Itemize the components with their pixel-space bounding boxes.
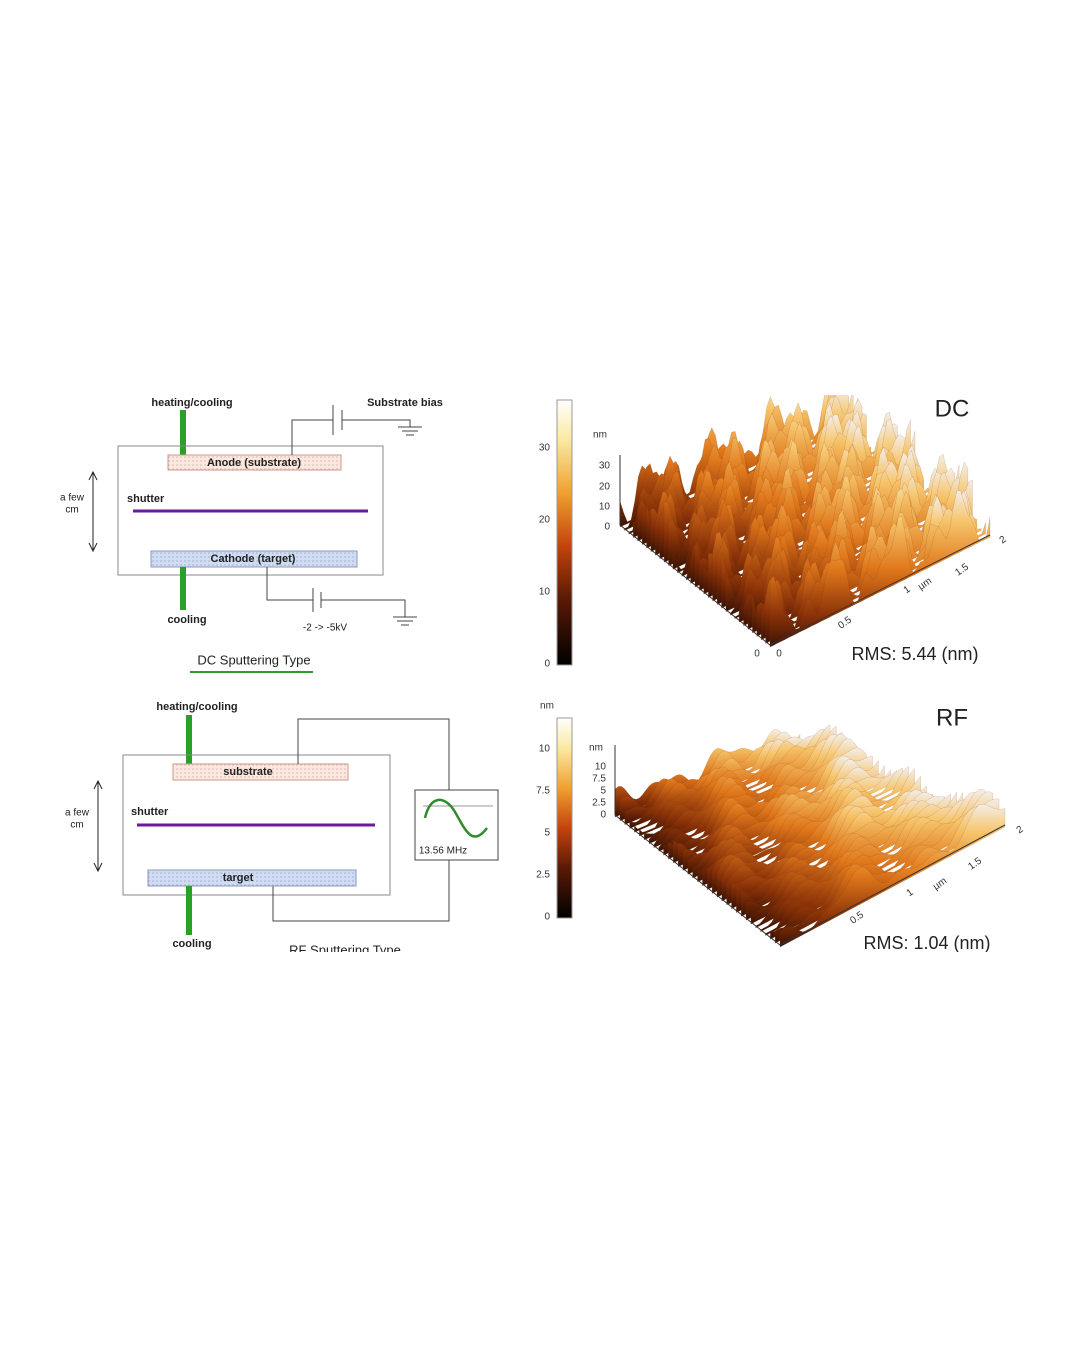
distance-arrow bbox=[88, 470, 98, 553]
dc-diagram: heating/cooling Anode (substrate) Substr… bbox=[60, 397, 443, 673]
tick-label: 0 bbox=[604, 522, 610, 533]
electrode bbox=[150, 550, 358, 568]
tick-label: 7.5 bbox=[536, 786, 550, 797]
afm-surfaces bbox=[614, 395, 1006, 948]
panel-label: RF bbox=[936, 704, 968, 731]
rf-circuit bbox=[272, 718, 450, 922]
surface-strip bbox=[769, 490, 991, 648]
dc-afm-labels: DC nm 30 20 10 0 0.5 1 µm 1.5 2 0 0 RMS:… bbox=[593, 395, 1009, 663]
unit: nm bbox=[589, 743, 603, 754]
colorbar bbox=[556, 399, 573, 666]
tick-label: 5 bbox=[544, 828, 550, 839]
axis-frame bbox=[619, 455, 991, 646]
label: -2 -> -5kV bbox=[303, 623, 348, 634]
tick-label: 1 bbox=[902, 584, 913, 596]
tick-label: 0.5 bbox=[848, 909, 866, 926]
label: heating/cooling bbox=[151, 397, 232, 409]
sine-wave bbox=[423, 798, 488, 838]
tick-label: 0.5 bbox=[836, 614, 854, 631]
axis-unit: µm bbox=[931, 876, 949, 893]
tick-label: 30 bbox=[539, 443, 551, 454]
label: Substrate bias bbox=[367, 397, 443, 409]
surface bbox=[619, 395, 991, 648]
rf-afm-labels: RF nm 10 7.5 5 2.5 0 0.5 1 µm 1.5 2 RMS:… bbox=[589, 704, 1026, 952]
rf-diagram: heating/cooling substrate 13.56 MHz a fe… bbox=[65, 701, 499, 957]
label: target bbox=[223, 872, 254, 884]
tick-label: 10 bbox=[539, 587, 551, 598]
tick-label: 0 bbox=[776, 649, 782, 660]
label: Cathode (target) bbox=[211, 553, 296, 565]
distance-arrow bbox=[93, 779, 103, 873]
tick-label: 1.5 bbox=[966, 855, 984, 872]
label: a few bbox=[60, 493, 85, 504]
rms: RMS: 5.44 (nm) bbox=[851, 644, 978, 664]
caption: RF Sputtering Type bbox=[289, 942, 401, 957]
label: shutter bbox=[127, 493, 165, 505]
label: a few bbox=[65, 808, 90, 819]
tick-label: 2.5 bbox=[536, 870, 550, 881]
unit: nm bbox=[593, 430, 607, 441]
tick-label: 2 bbox=[1015, 824, 1026, 836]
label: cm bbox=[70, 820, 83, 831]
label: substrate bbox=[223, 766, 273, 778]
label: 13.56 MHz bbox=[419, 846, 467, 857]
tick-label: 10 bbox=[539, 744, 551, 755]
caption: DC Sputtering Type bbox=[197, 652, 310, 667]
panel-label: DC bbox=[935, 395, 970, 422]
colorbar bbox=[556, 717, 573, 919]
label: Anode (substrate) bbox=[207, 457, 301, 469]
tick-label: 0 bbox=[600, 810, 606, 821]
chamber bbox=[117, 445, 384, 576]
bias-circuit bbox=[291, 405, 422, 455]
tick-label: 20 bbox=[539, 515, 551, 526]
tick-label: 0 bbox=[544, 912, 550, 923]
tick-label: 2.5 bbox=[592, 798, 606, 809]
tick-label: 30 bbox=[599, 461, 611, 472]
electrode bbox=[167, 454, 342, 471]
cooler bbox=[186, 886, 192, 935]
electrode bbox=[147, 869, 357, 887]
unit: nm bbox=[540, 701, 554, 712]
tick-label: 20 bbox=[599, 482, 611, 493]
label: heating/cooling bbox=[156, 701, 237, 713]
axis-unit: µm bbox=[916, 576, 934, 593]
chamber bbox=[122, 754, 391, 896]
tick-label: 2 bbox=[998, 534, 1009, 546]
tick-label: 10 bbox=[599, 502, 611, 513]
tick-label: 5 bbox=[600, 786, 606, 797]
heater bbox=[186, 715, 192, 765]
tick-label: 1.5 bbox=[953, 561, 971, 578]
electrode bbox=[172, 763, 349, 781]
label: cooling bbox=[167, 614, 206, 626]
content: heating/cooling Anode (substrate) Substr… bbox=[60, 395, 1026, 957]
dc-colorbar: 30 20 10 0 bbox=[539, 399, 573, 670]
supply-circuit bbox=[266, 567, 417, 626]
rf-source bbox=[414, 789, 499, 861]
tick-label: 1 bbox=[905, 887, 916, 899]
rms: RMS: 1.04 (nm) bbox=[863, 933, 990, 953]
label: cm bbox=[65, 505, 78, 516]
tick-label: 0 bbox=[544, 659, 550, 670]
surface bbox=[614, 724, 1006, 948]
tick-label: 10 bbox=[595, 762, 607, 773]
tick-label: 0 bbox=[754, 649, 760, 660]
tick-label: 7.5 bbox=[592, 774, 606, 785]
axis-frame bbox=[614, 745, 1006, 946]
label: shutter bbox=[131, 806, 169, 818]
heater bbox=[180, 410, 186, 455]
surface-strip bbox=[779, 803, 1006, 948]
label: cooling bbox=[172, 938, 211, 950]
cooler bbox=[180, 567, 186, 610]
rf-colorbar: nm 10 7.5 5 2.5 0 bbox=[536, 701, 573, 923]
